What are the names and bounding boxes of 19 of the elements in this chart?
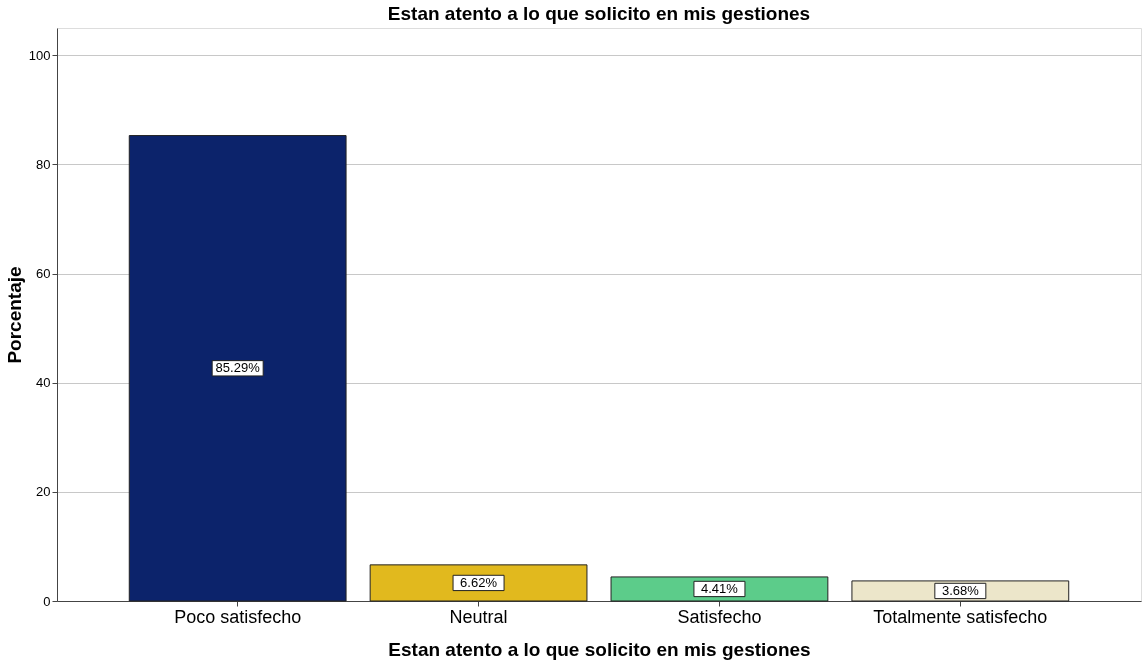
- y-tick-label: 40: [36, 375, 51, 391]
- y-tick-label: 100: [28, 47, 51, 63]
- x-tick-label: Neutral: [449, 606, 508, 627]
- y-tick-label: 80: [36, 156, 51, 172]
- y-tick-label: 0: [43, 593, 51, 609]
- x-tick-label: Satisfecho: [677, 606, 762, 627]
- y-tick-label: 60: [36, 266, 51, 282]
- y-tick-label: 20: [36, 484, 51, 500]
- chart-title: Estan atento a lo que solicito en mis gestiones: [387, 3, 811, 24]
- data-label: 4.41%: [701, 580, 739, 596]
- x-tick-label: Poco satisfecho: [174, 606, 302, 627]
- data-label: 3.68%: [941, 582, 980, 598]
- y-axis-title: Porcentaje: [3, 266, 25, 364]
- data-label: 6.62%: [460, 574, 498, 590]
- bar: [369, 564, 588, 602]
- x-axis-title: Estan atento a lo que solicito en mis gestiones: [388, 638, 811, 660]
- bar: [128, 135, 347, 602]
- data-label: 85.29%: [215, 360, 261, 376]
- x-tick-label: Totalmente satisfecho: [873, 606, 1048, 627]
